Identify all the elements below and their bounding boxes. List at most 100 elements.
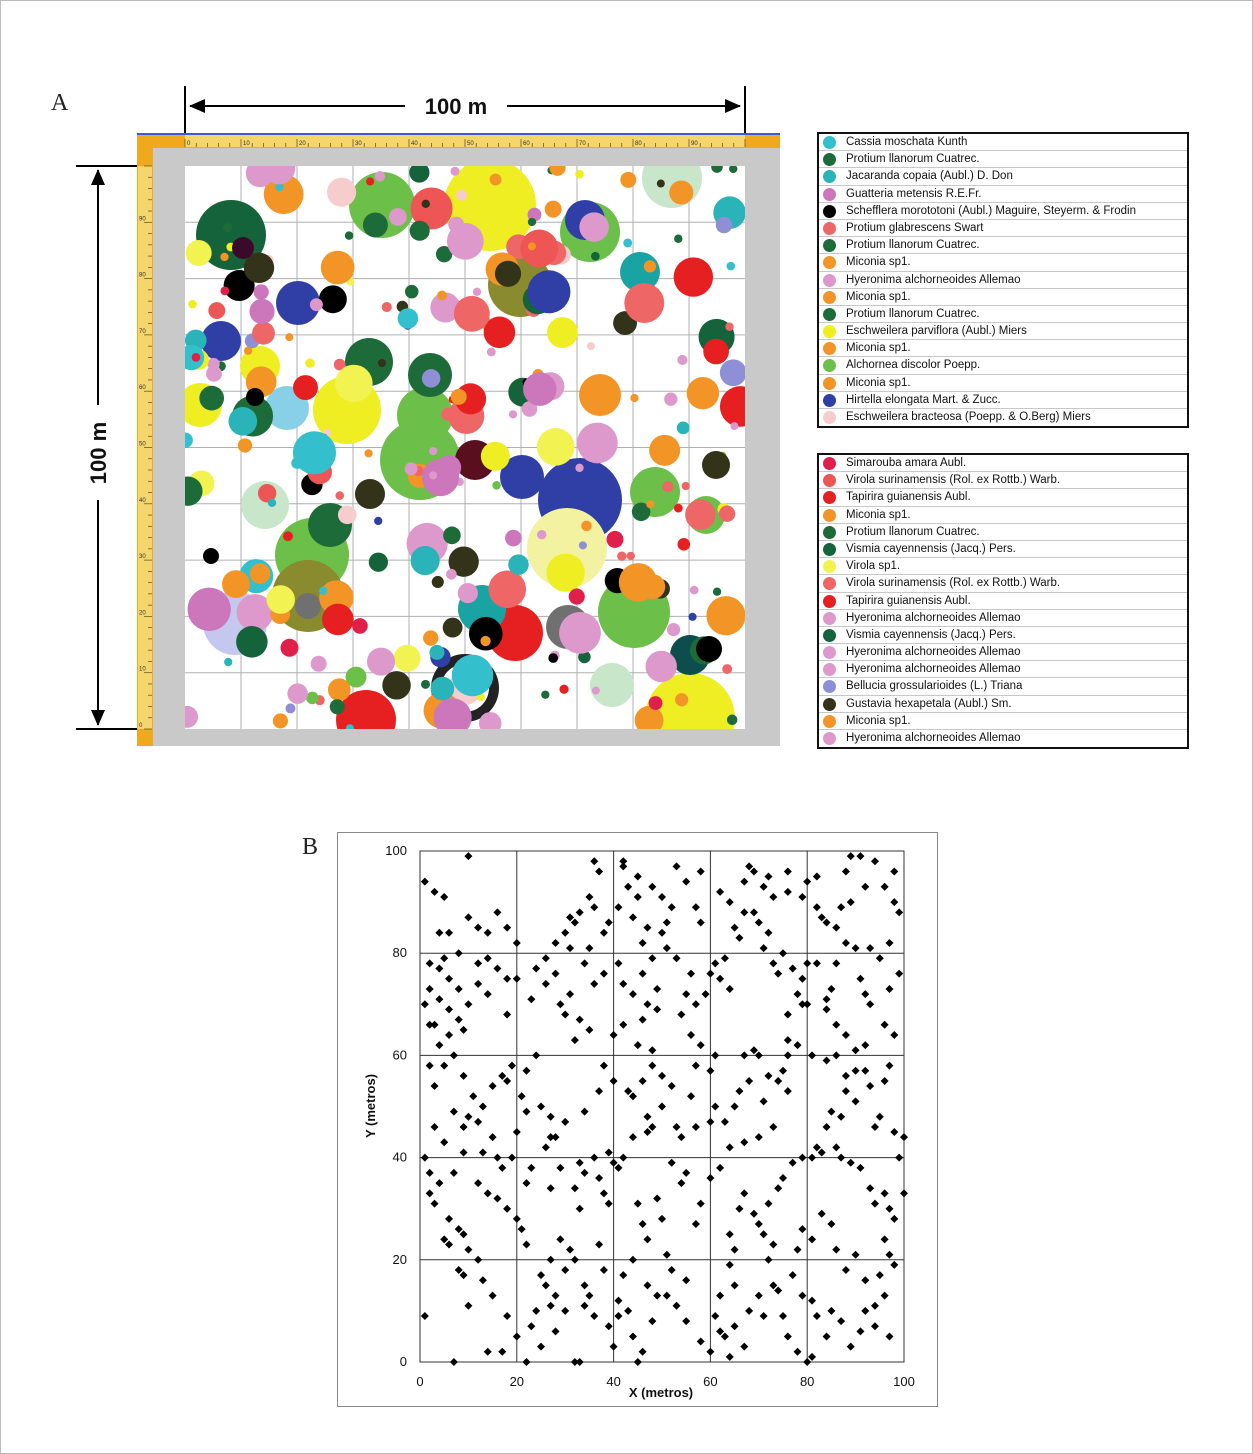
scatter-point — [609, 1030, 618, 1039]
scatter-point — [628, 1133, 637, 1142]
tree-crown — [377, 358, 387, 368]
scatter-point — [870, 1199, 879, 1208]
scatter-point — [595, 1174, 604, 1183]
scatter-point — [614, 959, 623, 968]
tree-crown — [578, 650, 591, 664]
tree-crown — [677, 354, 688, 366]
scatter-point — [619, 857, 628, 866]
scatter-point — [537, 1342, 545, 1351]
scatter-chart: 0 20 40 60 80 100 0 20 40 60 80 100 X (metros) Y (m… — [337, 832, 938, 1407]
scatter-point — [706, 1066, 715, 1075]
scatter-point — [851, 1066, 860, 1075]
scatter-point — [822, 918, 831, 927]
scatter-point — [783, 887, 792, 896]
scatter-point — [706, 969, 715, 978]
scatter-point — [561, 1010, 570, 1019]
panel-b-label: B — [302, 834, 319, 860]
legend-row: Virola sp1. — [819, 558, 1187, 576]
scatter-point — [532, 1306, 541, 1315]
scatter-point — [725, 1230, 734, 1239]
scatter-point — [464, 1000, 473, 1009]
tree-crown — [480, 441, 510, 471]
tree-crown — [374, 171, 386, 182]
scatter-point — [488, 1133, 497, 1142]
tree-crown — [280, 638, 299, 657]
scatter-point — [870, 857, 879, 866]
scatter-point — [445, 974, 454, 983]
tree-crown — [292, 431, 337, 475]
scatter-point — [716, 1327, 725, 1336]
tree-crown — [494, 260, 522, 287]
scatter-point — [590, 1312, 599, 1321]
scatter-point — [430, 1020, 439, 1029]
panel-a-label: A — [51, 90, 69, 116]
legend-row: Miconia sp1. — [819, 713, 1187, 730]
ruler-left-label: 60 — [139, 385, 146, 391]
scatter-point — [493, 1153, 502, 1162]
scatter-point — [580, 1168, 589, 1177]
legend-species-name: Schefflera morototoni (Aubl.) Maguire, S… — [846, 204, 1136, 217]
scatter-point — [570, 1255, 579, 1264]
scatter-point — [837, 1153, 846, 1162]
scatter-point — [575, 1015, 584, 1024]
tree-crown — [688, 612, 697, 621]
scatter-point — [798, 892, 807, 901]
scatter-point — [837, 1112, 846, 1121]
legend-row: Eschweilera parviflora (Aubl.) Miers — [819, 323, 1187, 341]
scatter-point — [449, 1168, 458, 1177]
scatter-point — [474, 1255, 483, 1264]
tree-crown — [489, 173, 502, 186]
scatter-point — [585, 944, 594, 953]
scatter-point — [648, 1061, 657, 1070]
tree-crown — [397, 308, 419, 329]
legend-row: Miconia sp1. — [819, 254, 1187, 272]
scatter-point — [566, 1245, 575, 1254]
scatter-point — [566, 944, 575, 953]
scatter-point — [851, 944, 860, 953]
tree-crown — [327, 177, 357, 207]
tree-crown — [523, 372, 557, 406]
legend-swatch — [823, 273, 836, 287]
y-tick-label: 40 — [393, 1150, 407, 1165]
scatter-point — [793, 990, 802, 999]
legend-row: Virola surinamensis (Rol. ex Rottb.) War… — [819, 472, 1187, 490]
scatter-point — [658, 892, 666, 901]
scatter-point — [725, 1143, 734, 1152]
legend-row: Gustavia hexapetala (Aubl.) Sm. — [819, 696, 1187, 713]
tree-crown — [249, 563, 271, 584]
scatter-point — [764, 928, 773, 937]
scatter-point — [546, 1184, 555, 1193]
tree-crown — [228, 406, 258, 436]
tree-crown — [483, 316, 516, 349]
tree-crown — [630, 393, 639, 403]
tree-crown — [236, 594, 274, 632]
scatter-point — [459, 1122, 468, 1131]
scatter-point — [870, 1322, 879, 1331]
scatter-point — [546, 1301, 555, 1310]
scatter-point — [643, 1281, 652, 1290]
legend-swatch — [823, 411, 836, 424]
scatter-point — [696, 1337, 705, 1346]
tree-crown — [646, 500, 655, 509]
scatter-point — [595, 867, 604, 876]
scatter-point — [619, 1020, 628, 1029]
legend-species-name: Miconia sp1. — [846, 342, 911, 355]
x-axis-label: X (metros) — [629, 1385, 693, 1400]
scatter-point — [638, 1220, 647, 1229]
tree-crown — [686, 377, 720, 410]
height-label: 100 m — [86, 422, 111, 484]
scatter-point — [503, 923, 512, 932]
scatter-point — [633, 872, 642, 881]
legend-swatch — [823, 560, 836, 574]
scatter-point — [599, 969, 608, 978]
scatter-point — [880, 1076, 889, 1085]
scatter-point — [503, 1312, 512, 1321]
legend-species-name: Tapirira guianensis Aubl. — [846, 491, 971, 504]
scatter-point — [846, 1342, 855, 1351]
scatter-point — [493, 908, 502, 917]
scatter-point — [832, 923, 841, 932]
scatter-point — [837, 1317, 846, 1326]
tree-crown — [575, 169, 584, 179]
scatter-point — [890, 1214, 899, 1223]
